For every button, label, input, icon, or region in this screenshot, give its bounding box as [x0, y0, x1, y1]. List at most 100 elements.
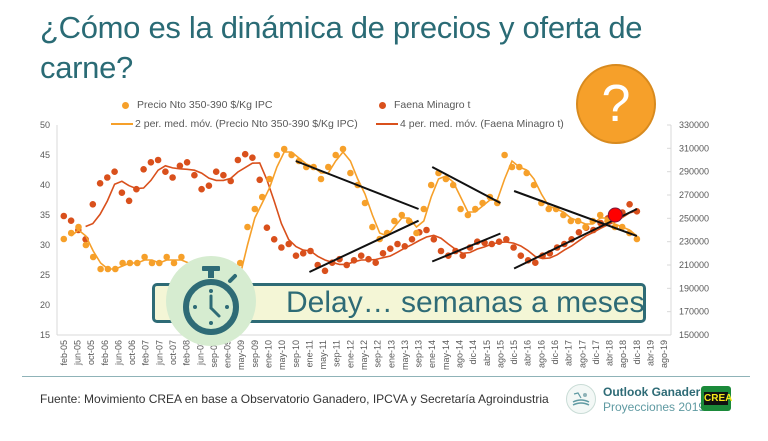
price-trend-line: [431, 166, 501, 204]
x-tick-label: dic-18: [632, 340, 642, 365]
faena-data-point: [133, 185, 140, 193]
faena-data-point: [270, 236, 278, 243]
legend-label: Faena Minagro t: [394, 99, 471, 111]
price-data-point: [332, 151, 340, 159]
faena-data-point: [387, 245, 394, 252]
price-data-point: [119, 259, 126, 267]
price-data-point: [501, 151, 508, 159]
price-data-point: [251, 205, 259, 213]
legend-label: Precio Nto 350-390 $/Kg IPC: [137, 99, 273, 111]
x-tick-label: sep-13: [414, 340, 424, 368]
price-data-point: [464, 211, 472, 219]
faena-data-point: [307, 247, 314, 255]
y-right-tick-label: 270000: [679, 190, 709, 200]
x-tick-label: may-13: [400, 340, 410, 370]
x-tick-label: abr-15: [482, 340, 492, 366]
price-data-point: [82, 241, 90, 249]
faena-data-point: [495, 238, 503, 245]
x-tick-label: abr-17: [564, 340, 574, 366]
y-left-tick-label: 25: [40, 270, 50, 280]
legend-dot-price: [122, 101, 129, 109]
price-data-point: [178, 253, 185, 261]
price-trend-line: [295, 160, 419, 210]
legend-label: 2 per. med. móv. (Precio Nto 350-390 $/K…: [135, 118, 358, 130]
faena-data-point: [488, 240, 496, 248]
page-title: ¿Cómo es la dinámica de precios y oferta…: [40, 10, 643, 85]
price-data-point: [89, 253, 97, 261]
faena-data-point: [227, 177, 234, 185]
outlook-subtitle: Proyecciones 2019: [603, 400, 706, 414]
price-data-point: [244, 223, 251, 231]
legend-dot-faena: [379, 101, 386, 109]
price-data-point: [596, 211, 604, 219]
price-data-point: [545, 205, 552, 213]
x-tick-label: abr-19: [646, 340, 656, 366]
legend-item-faena-line: 4 per. med. móv. (Faena Minagro t): [376, 118, 564, 130]
outlook-logo-icon: [566, 384, 596, 414]
crea-logo-icon: CREA: [701, 386, 733, 411]
price-data-point: [479, 199, 486, 207]
price-data-point: [442, 175, 450, 183]
price-data-point: [523, 169, 530, 177]
faena-data-point: [140, 166, 147, 173]
price-data-point: [618, 223, 626, 231]
price-data-point: [361, 199, 369, 207]
faena-data-point: [503, 236, 510, 243]
price-data-point: [104, 265, 112, 273]
y-left-tick-label: 40: [40, 180, 50, 190]
price-data-point: [126, 259, 134, 267]
y-right-tick-label: 150000: [679, 330, 709, 340]
price-data-point: [574, 217, 582, 225]
faena-data-point: [430, 236, 438, 243]
x-tick-label: dic-16: [550, 340, 560, 365]
faena-data-point: [89, 201, 97, 208]
legend-line-faena: [376, 123, 398, 126]
x-tick-label: sep-09: [250, 340, 260, 368]
y-left-tick-label: 30: [40, 240, 50, 250]
faena-data-point: [510, 244, 517, 251]
faena-data-point: [176, 162, 184, 170]
faena-data-point: [532, 259, 539, 267]
faena-data-point: [104, 174, 111, 181]
faena-trend-line: [431, 232, 501, 263]
price-data-point: [420, 205, 428, 213]
x-tick-label: ago-16: [536, 340, 546, 368]
faena-data-point: [357, 252, 365, 259]
faena-data-point: [183, 159, 191, 166]
x-tick-label: feb-05: [59, 340, 69, 366]
price-data-point: [508, 163, 516, 171]
x-tick-label: sep-08: [209, 340, 219, 368]
x-tick-label: oct-05: [86, 340, 96, 365]
price-data-point: [273, 151, 281, 159]
crea-label: CREA: [704, 392, 733, 405]
price-data-point: [280, 145, 288, 153]
x-tick-label: jun-05: [72, 340, 82, 366]
price-data-point: [156, 259, 163, 267]
faena-data-point: [111, 168, 118, 175]
price-data-point: [163, 253, 170, 261]
legend-label: 4 per. med. móv. (Faena Minagro t): [400, 118, 564, 130]
faena-data-point: [365, 255, 372, 263]
faena-data-point: [408, 236, 416, 243]
faena-data-point: [234, 156, 242, 164]
price-data-point: [427, 181, 435, 189]
x-tick-label: ene-12: [345, 340, 355, 368]
y-left-tick-label: 35: [40, 210, 50, 220]
y-left-tick-label: 45: [40, 150, 50, 160]
x-tick-label: may-12: [359, 340, 369, 370]
price-data-point: [317, 175, 325, 183]
x-tick-label: jun-08: [195, 340, 205, 366]
faena-data-point: [575, 229, 583, 236]
faena-data-point: [459, 252, 467, 259]
price-data-point: [530, 181, 538, 189]
stopwatch-icon: [166, 256, 256, 346]
price-data-point: [413, 229, 420, 237]
price-data-point: [457, 205, 464, 213]
price-data-point: [567, 217, 575, 225]
faena-data-point: [220, 171, 227, 179]
legend-line-price: [111, 123, 133, 126]
x-tick-label: may-10: [277, 340, 287, 370]
price-data-point: [391, 217, 398, 225]
price-data-point: [134, 259, 141, 267]
price-data-point: [560, 211, 567, 219]
